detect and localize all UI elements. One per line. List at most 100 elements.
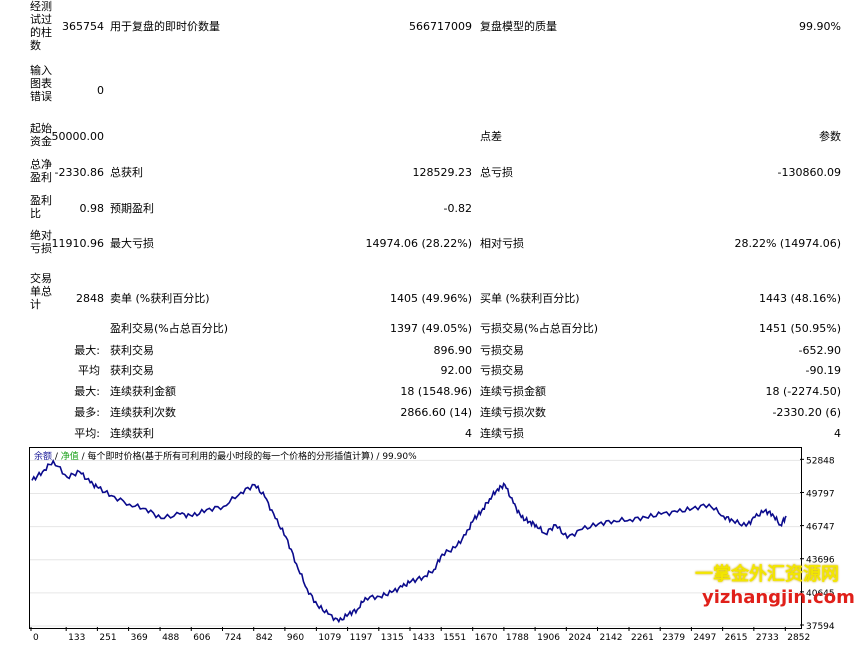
x-tick-label: 1079 — [318, 633, 341, 643]
chart-legend: 余额 / 净值 / 每个即时价格(基于所有可利用的最小时段的每一个价格的分形插值… — [34, 449, 417, 462]
stat-label: 输入图表错误 — [30, 64, 52, 103]
stat-value-3: -90.19 — [805, 364, 841, 377]
legend-description: / 每个即时价格(基于所有可利用的最小时段的每一个价格的分形插值计算) / 99… — [78, 452, 417, 462]
x-tick-label: 488 — [162, 633, 179, 643]
stat-value-2: 1405 (49.96%) — [389, 292, 472, 305]
stat-value-2: 4 — [465, 427, 472, 440]
stat-label-3: 亏损交易 — [480, 344, 524, 357]
stat-value-2: 18 (1548.96) — [400, 385, 472, 398]
stat-value-2: 14974.06 (28.22%) — [365, 237, 472, 250]
stats-row: 最大: 连续获利金额 18 (1548.96) 连续亏损金额 18 (-2274.50) — [0, 383, 865, 403]
stat-label-3: 连续亏损次数 — [480, 406, 546, 419]
x-tick-label: 2261 — [631, 633, 654, 643]
x-tick-label: 1315 — [381, 633, 404, 643]
x-tick-label: 2024 — [568, 633, 591, 643]
stats-row: 经测试过的柱数 365754 用于复盘的即时价数量 566717009 复盘模型的质量 9… — [0, 0, 865, 52]
stat-label-2: 连续获利次数 — [110, 406, 176, 419]
stat-label-2: 连续获利金额 — [110, 385, 176, 398]
stat-value-3: -2330.20 (6) — [772, 406, 841, 419]
x-tick-label: 133 — [68, 633, 85, 643]
x-tick-label: 960 — [287, 633, 304, 643]
stat-value-3: 1443 (48.16%) — [758, 292, 841, 305]
stat-label-3: 总亏损 — [480, 166, 513, 179]
stat-label: 交易单总计 — [30, 272, 52, 311]
stat-label: 盈利比 — [30, 194, 52, 220]
y-tick-label: 49797 — [806, 489, 835, 499]
stat-label-3: 复盘模型的质量 — [480, 20, 557, 33]
stat-prefix: 平均 — [78, 364, 100, 377]
stat-value-3: -652.90 — [798, 344, 841, 357]
stat-value-1: 0 — [97, 84, 104, 97]
stat-value-1: 365754 — [62, 20, 104, 33]
x-tick-label: 1788 — [506, 633, 529, 643]
stat-label-2: 获利交易 — [110, 344, 154, 357]
stat-label-2: 盈利交易(%占总百分比) — [110, 322, 229, 335]
stats-row: 输入图表错误 0 — [0, 64, 865, 103]
stat-value-1: 50000.00 — [51, 130, 105, 143]
stats-row: 绝对亏损 11910.96 最大亏损 14974.06 (28.22%) 相对亏损 28.… — [0, 229, 865, 255]
stat-value-2: 1397 (49.05%) — [389, 322, 472, 335]
stat-value-2: 128529.23 — [412, 166, 473, 179]
stats-row: 平均 获利交易 92.00 亏损交易 -90.19 — [0, 362, 865, 382]
y-tick-label: 52848 — [806, 456, 835, 466]
stat-label: 总净盈利 — [30, 158, 52, 184]
x-tick-label: 0 — [33, 633, 39, 643]
x-tick-label: 2497 — [693, 633, 716, 643]
stat-label-2: 总获利 — [110, 166, 143, 179]
legend-balance: 余额 — [34, 452, 53, 462]
stat-label-2: 连续获利 — [110, 427, 154, 440]
stat-value-2: 896.90 — [433, 344, 473, 357]
y-tick-label: 46747 — [806, 523, 835, 533]
stat-prefix: 最多: — [74, 406, 100, 419]
stat-label-2: 用于复盘的即时价数量 — [110, 20, 220, 33]
y-tick-label: 37594 — [806, 622, 835, 632]
stat-label-3: 相对亏损 — [480, 237, 524, 250]
stat-value-3: 1451 (50.95%) — [758, 322, 841, 335]
stat-label: 经测试过的柱数 — [30, 0, 52, 52]
stat-value-1: 2848 — [76, 292, 104, 305]
stat-prefix: 最大: — [74, 385, 100, 398]
stats-row: 盈利比 0.98 预期盈利 -0.82 — [0, 194, 865, 220]
stat-label-2: 预期盈利 — [110, 202, 154, 215]
stat-value-1: 11910.96 — [51, 237, 105, 250]
x-tick-label: 1433 — [412, 633, 435, 643]
stat-value-1: -2330.86 — [54, 166, 104, 179]
x-tick-label: 2615 — [725, 633, 748, 643]
legend-sep: / — [52, 452, 61, 462]
stats-row: 总净盈利 -2330.86 总获利 128529.23 总亏损 -130860.09 — [0, 158, 865, 184]
stat-value-1: 0.98 — [79, 202, 105, 215]
x-tick-label: 2142 — [600, 633, 623, 643]
stats-row: 最多: 连续获利次数 2866.60 (14) 连续亏损次数 -2330.20 (6) — [0, 404, 865, 424]
watermark-cn: 一掌金外汇资源网 — [695, 564, 839, 585]
stat-label-3: 买单 (%获利百分比) — [480, 292, 580, 305]
legend-equity: 净值 — [60, 452, 79, 462]
stat-label-3: 亏损交易 — [480, 364, 524, 377]
stat-prefix: 最大: — [74, 344, 100, 357]
stat-value-3: 28.22% (14974.06) — [734, 237, 841, 250]
series-line-balance — [31, 459, 787, 624]
stat-value-2: 92.00 — [440, 364, 473, 377]
stats-row: 最大: 获利交易 896.90 亏损交易 -652.90 — [0, 342, 865, 362]
x-tick-label: 2379 — [662, 633, 685, 643]
stats-row: 起始资金 50000.00 点差 参数 — [0, 122, 865, 148]
stat-label-2: 获利交易 — [110, 364, 154, 377]
stat-label-3: 点差 — [480, 130, 502, 143]
stat-value-3: 4 — [834, 427, 841, 440]
stat-value-2: -0.82 — [443, 202, 472, 215]
stat-value-3: 参数 — [819, 130, 841, 143]
stat-label-2: 卖单 (%获利百分比) — [110, 292, 210, 305]
balance-chart — [29, 447, 802, 629]
chart-plot — [30, 459, 801, 627]
stats-row: 盈利交易(%占总百分比) 1397 (49.05%) 亏损交易(%占总百分比) 145… — [0, 320, 865, 340]
stat-value-3: 99.90% — [799, 20, 841, 33]
x-tick-label: 2733 — [756, 633, 779, 643]
x-tick-label: 842 — [256, 633, 273, 643]
stat-label: 起始资金 — [30, 122, 52, 148]
x-tick-label: 251 — [99, 633, 116, 643]
x-tick-label: 369 — [131, 633, 148, 643]
stat-label-3: 连续亏损 — [480, 427, 524, 440]
stat-value-3: -130860.09 — [777, 166, 841, 179]
x-tick-label: 724 — [224, 633, 241, 643]
watermark-url: yizhangjin.com — [702, 587, 855, 608]
stat-prefix: 平均: — [74, 427, 100, 440]
